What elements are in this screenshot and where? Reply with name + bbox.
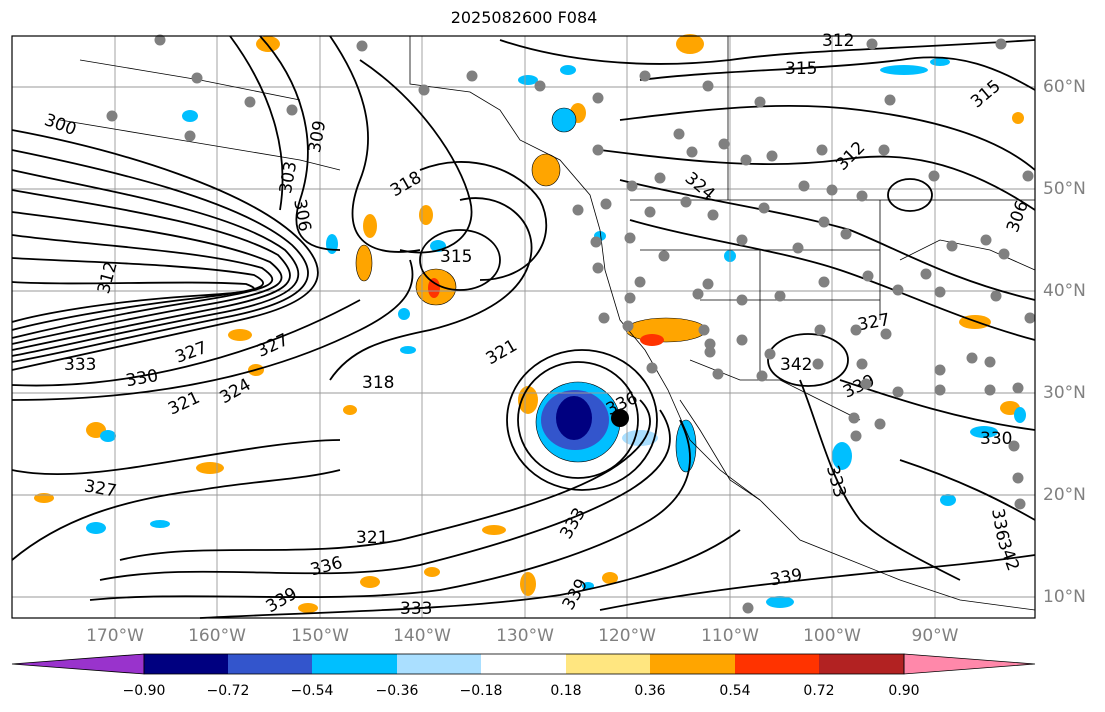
- storm-center-marker: [611, 409, 629, 427]
- colorbar-extend-high: [903, 653, 1036, 675]
- lon-label: 150°W: [291, 626, 349, 646]
- lat-label: 20°N: [1043, 485, 1086, 505]
- contour-label: 318: [362, 373, 394, 393]
- contour-label: 333: [400, 599, 432, 619]
- lon-label: 110°W: [701, 626, 759, 646]
- lat-label: 40°N: [1043, 281, 1086, 301]
- chart-title: 2025082600 F084: [450, 8, 598, 27]
- colorbar-tick-label: 0.36: [634, 683, 666, 699]
- colorbar-tick-label: −0.54: [290, 683, 334, 699]
- contour-label: 315: [785, 59, 817, 79]
- lon-label: 140°W: [393, 626, 451, 646]
- shaded-field: [34, 34, 1026, 613]
- colorbar-tick-label: 0.72: [803, 683, 835, 699]
- contour-label: 330: [980, 429, 1012, 449]
- lat-label: 30°N: [1043, 383, 1086, 403]
- lat-label: 50°N: [1043, 179, 1086, 199]
- colorbar-tick-label: −0.36: [375, 683, 419, 699]
- lon-label: 130°W: [496, 626, 554, 646]
- map-border: [11, 35, 1036, 619]
- lat-label: 10°N: [1043, 587, 1086, 607]
- contour-label: 342: [780, 355, 812, 375]
- colorbar-tick-label: 0.54: [719, 683, 751, 699]
- contour-lines: [11, 35, 1036, 619]
- lat-label: 60°N: [1043, 77, 1086, 97]
- colorbar-tick-label: −0.18: [459, 683, 503, 699]
- lon-label: 90°W: [911, 626, 959, 646]
- colorbar-tick-label: −0.90: [122, 683, 166, 699]
- colorbar-tick-label: −0.72: [206, 683, 250, 699]
- graticule: [12, 36, 1035, 618]
- contour-label: 315: [440, 247, 472, 267]
- colorbar-tick-label: 0.90: [888, 683, 920, 699]
- colorbar-tick-label: 0.18: [550, 683, 582, 699]
- station-markers: [106, 34, 1036, 614]
- colorbar: [11, 653, 1036, 675]
- contour-label: 312: [822, 31, 854, 51]
- contour-label: 321: [356, 528, 388, 548]
- contour-label: 333: [64, 355, 96, 375]
- lon-label: 120°W: [598, 626, 656, 646]
- lon-label: 160°W: [188, 626, 246, 646]
- colorbar-extend-low: [11, 653, 145, 675]
- lon-label: 170°W: [86, 626, 144, 646]
- lon-label: 100°W: [803, 626, 861, 646]
